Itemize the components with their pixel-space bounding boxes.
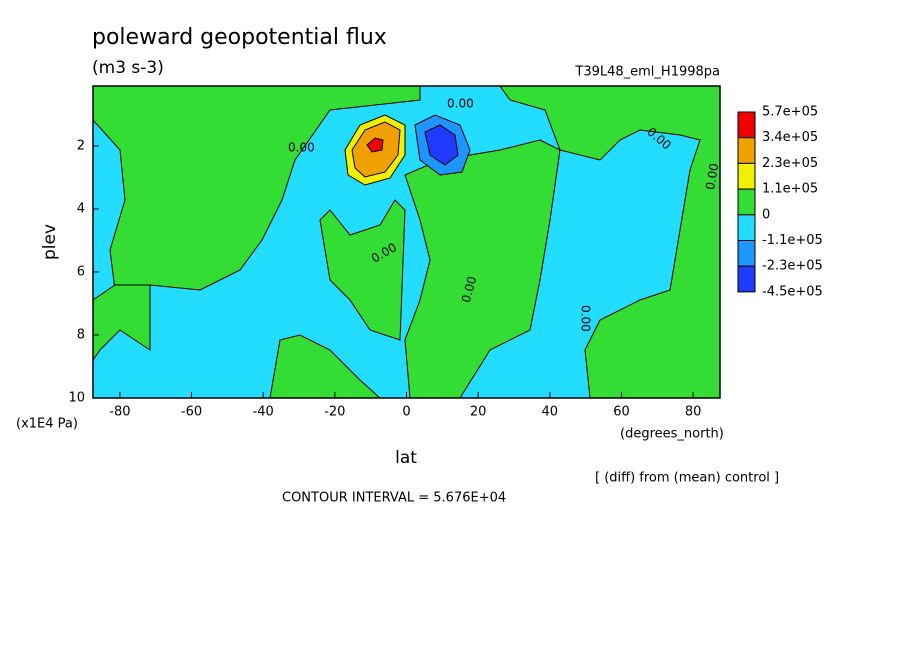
contour-region bbox=[92, 85, 421, 301]
contour-region bbox=[319, 199, 406, 341]
colorbar-label: -4.5e+05 bbox=[762, 284, 823, 299]
colorbar-box bbox=[737, 188, 756, 216]
colorbar-box bbox=[737, 137, 756, 164]
colorbar-label: 5.7e+05 bbox=[762, 105, 818, 120]
chart-subtitle: (m3 s-3) bbox=[92, 58, 164, 78]
colorbar-box bbox=[737, 265, 756, 293]
contour-label: 0.00 bbox=[579, 305, 593, 332]
colorbar-label: 0 bbox=[762, 207, 770, 222]
contour-label: 0.00 bbox=[447, 97, 474, 111]
y-tick-label: 8 bbox=[77, 327, 85, 342]
y-units: (x1E4 Pa) bbox=[16, 417, 78, 432]
contour-region bbox=[366, 137, 384, 153]
y-tick-label: 2 bbox=[77, 138, 85, 153]
x-tick-label: 80 bbox=[685, 405, 702, 420]
contour-region bbox=[92, 284, 151, 362]
x-axis-label: lat bbox=[395, 448, 417, 468]
colorbar-label: 3.4e+05 bbox=[762, 130, 818, 145]
contour-region bbox=[424, 124, 459, 166]
x-tick-label: -40 bbox=[253, 405, 274, 420]
x-tick-label: 0 bbox=[402, 405, 410, 420]
x-tick-label: -20 bbox=[324, 405, 345, 420]
colorbar-box bbox=[737, 240, 756, 267]
contour-label: 0.00 bbox=[288, 141, 315, 155]
x-tick-label: -60 bbox=[181, 405, 202, 420]
x-tick-label: 60 bbox=[613, 405, 630, 420]
colorbar-box bbox=[737, 111, 756, 139]
colorbar-label: -1.1e+05 bbox=[762, 233, 823, 248]
x-tick-label: 20 bbox=[470, 405, 487, 420]
contour-region bbox=[404, 139, 561, 399]
run-label: T39L48_eml_H1998pa bbox=[574, 65, 720, 80]
contour-label: 0.00 bbox=[459, 275, 479, 304]
contour-interval: CONTOUR INTERVAL = 5.676E+04 bbox=[282, 491, 506, 506]
contour-label: 0.00 bbox=[703, 162, 721, 191]
x-tick-label: -80 bbox=[109, 405, 130, 420]
y-tick-label: 6 bbox=[77, 264, 85, 279]
chart-title: poleward geopotential flux bbox=[92, 25, 387, 50]
colorbar-label: 2.3e+05 bbox=[762, 156, 818, 171]
y-tick-label: 10 bbox=[68, 391, 85, 406]
x-units: (degrees_north) bbox=[620, 427, 724, 442]
y-tick-label: 4 bbox=[77, 201, 85, 216]
colorbar-box bbox=[737, 214, 756, 242]
plot-area bbox=[92, 85, 721, 399]
colorbar-box bbox=[737, 162, 756, 190]
colorbar-label: 1.1e+05 bbox=[762, 182, 818, 197]
colorbar-label: -2.3e+05 bbox=[762, 259, 823, 274]
note: [ (diff) from (mean) control ] bbox=[595, 471, 779, 486]
y-axis-label: plev bbox=[40, 224, 60, 260]
x-tick-label: 40 bbox=[542, 405, 559, 420]
